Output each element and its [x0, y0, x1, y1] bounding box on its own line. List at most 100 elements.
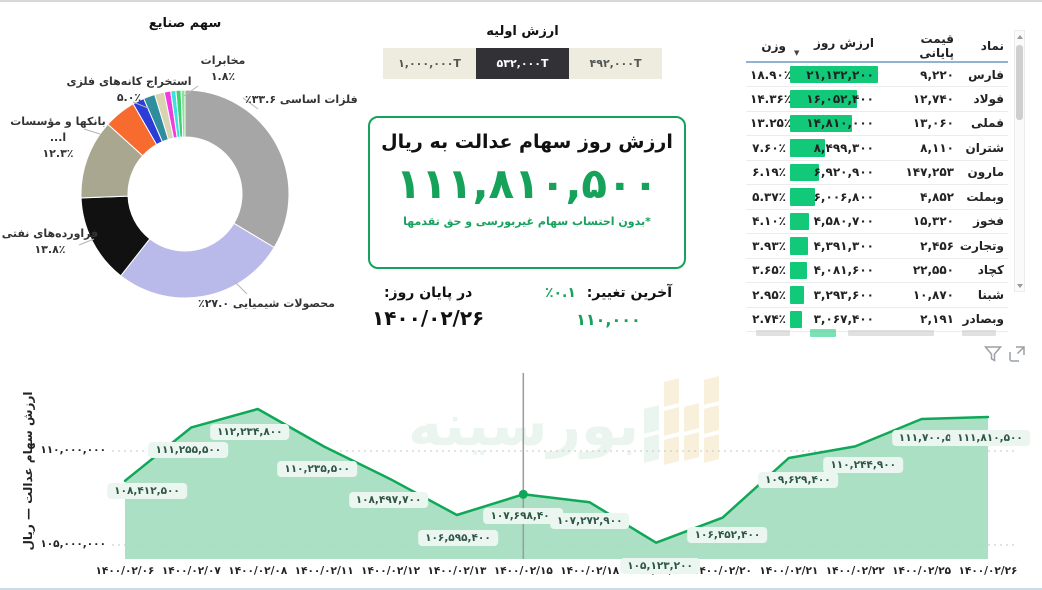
point-label-3: ۱۱۰,۲۳۵,۵۰۰	[277, 460, 357, 477]
point-label-2: ۱۱۲,۲۳۴,۸۰۰	[209, 423, 290, 440]
cell-day-value: ۶,۹۲۰,۹۰۰	[790, 160, 878, 185]
initial-value-option-532000[interactable]: ۵۳۲,۰۰۰T	[476, 48, 569, 79]
cell-weight: ۱۳.۲۵٪	[746, 111, 791, 136]
change-summary: آخرین تغییر: ٪۰.۱ ۱۱۰,۰۰۰ در پایان روز: …	[372, 285, 672, 330]
last-change-pct: ٪۰.۱	[544, 285, 576, 301]
end-of-day-date: ۱۴۰۰/۰۲/۲۶	[372, 306, 485, 330]
cell-symbol[interactable]: وبملت	[958, 184, 1008, 210]
day-value-bar	[790, 66, 878, 83]
table-row-8[interactable]: کچاد ۲۲,۵۵۰ ۴,۰۸۱,۶۰۰ ۳.۶۵٪	[746, 258, 1008, 283]
industry-donut-chart[interactable]	[0, 2, 380, 332]
table-scrollbar[interactable]	[1014, 30, 1025, 292]
point-label-6: ۱۰۷,۶۹۸,۴۰۰	[483, 508, 564, 525]
header-close[interactable]: قیمت پایانی	[919, 32, 954, 60]
stocks-table[interactable]: نماد قیمت پایانی ارزش روز ▼ وزن فارس ۹,۲۲…	[746, 26, 1008, 332]
cell-symbol[interactable]: فولاد	[958, 86, 1008, 112]
cell-symbol[interactable]: فملی	[958, 111, 1008, 136]
day-value-bar	[790, 139, 826, 157]
y-tick-label: ۱۱۰,۰۰۰,۰۰۰	[40, 444, 106, 456]
cell-symbol[interactable]: وبصادر	[958, 307, 1008, 332]
day-value-bar	[790, 310, 803, 328]
point-label-5: ۱۰۶,۵۹۵,۴۰۰	[418, 530, 498, 546]
day-value-title: ارزش روز سهام عدالت به ریال	[381, 131, 673, 153]
day-value-card: ارزش روز سهام عدالت به ریال ۱۱۱,۸۱۰,۵۰۰ …	[368, 116, 686, 269]
donut-slice-11[interactable]	[180, 89, 186, 138]
cell-day-value: ۴,۵۸۰,۷۰۰	[790, 209, 878, 234]
donut-title: سهم صنایع	[148, 16, 222, 31]
cell-weight: ۴.۱۰٪	[746, 209, 790, 234]
table-row-2[interactable]: فملی ۱۳,۰۶۰ ۱۴,۸۱۰,۰۰۰ ۱۳.۲۵٪	[746, 111, 1008, 136]
cell-weight: ۱۴.۳۶٪	[746, 86, 791, 112]
donut-slice-1[interactable]	[120, 222, 275, 299]
cell-symbol[interactable]: فخوز	[958, 209, 1008, 234]
cell-close: ۱۲,۷۴۰	[878, 86, 958, 112]
cell-close: ۸,۱۱۰	[878, 135, 958, 161]
cell-day-value: ۸,۴۹۹,۳۰۰	[790, 135, 878, 161]
table-row-1[interactable]: فولاد ۱۲,۷۴۰ ۱۶,۰۵۲,۴۰۰ ۱۴.۳۶٪	[746, 86, 1008, 112]
cell-close: ۲۲,۵۵۰	[878, 258, 958, 283]
cell-symbol[interactable]: کچاد	[958, 258, 1008, 283]
day-value-bar	[790, 188, 815, 206]
cell-close: ۹,۲۲۰	[878, 62, 958, 87]
cell-day-value: ۱۴,۸۱۰,۰۰۰	[790, 111, 878, 136]
point-label-10: ۱۰۹,۶۲۹,۴۰۰	[758, 471, 838, 488]
table-row-7[interactable]: وتجارت ۲,۴۵۶ ۴,۳۹۱,۳۰۰ ۳.۹۳٪	[746, 233, 1008, 259]
last-change-block: آخرین تغییر: ٪۰.۱ ۱۱۰,۰۰۰	[545, 285, 672, 330]
table-row-3[interactable]: شتران ۸,۱۱۰ ۸,۴۹۹,۳۰۰ ۷.۶۰٪	[746, 135, 1008, 161]
cell-day-value: ۶,۰۰۶,۸۰۰	[790, 184, 878, 210]
cell-weight: ۱۸.۹۰٪	[746, 62, 791, 87]
sort-desc-icon[interactable]: ▼	[794, 48, 800, 57]
point-label-9: ۱۰۶,۴۵۲,۴۰۰	[687, 526, 768, 543]
x-axis-label-2: ۱۴۰۰/۰۲/۰۸	[228, 565, 288, 577]
cell-weight: ۵.۳۷٪	[746, 184, 790, 210]
cell-close: ۴,۸۵۲	[878, 184, 958, 210]
scrollbar-thumb[interactable]	[1016, 45, 1023, 120]
day-value-bar	[790, 261, 807, 279]
x-axis-label-5: ۱۴۰۰/۰۲/۱۳	[427, 565, 487, 577]
cell-close: ۱۴۷,۲۵۳	[878, 160, 958, 185]
cell-close: ۱۵,۳۲۰	[878, 209, 958, 234]
header-weight[interactable]: وزن	[761, 39, 786, 53]
expand-icon[interactable]	[1007, 344, 1027, 364]
cell-symbol[interactable]: مارون	[958, 160, 1008, 185]
hover-point-marker[interactable]	[518, 489, 528, 499]
bottom-divider	[0, 588, 1042, 590]
donut-slice-0[interactable]	[184, 89, 290, 249]
cell-day-value: ۱۶,۰۵۲,۴۰۰	[790, 86, 878, 112]
day-value-bar	[790, 163, 820, 181]
table-row-0[interactable]: فارس ۹,۲۲۰ ۲۱,۱۳۲,۲۰۰ ۱۸.۹۰٪	[746, 62, 1008, 87]
cell-close: ۱۰,۸۷۰	[878, 282, 958, 308]
table-row-5[interactable]: وبملت ۴,۸۵۲ ۶,۰۰۶,۸۰۰ ۵.۳۷٪	[746, 184, 1008, 210]
table-row-clipped	[752, 328, 1004, 338]
table-row-4[interactable]: مارون ۱۴۷,۲۵۳ ۶,۹۲۰,۹۰۰ ۶.۱۹٪	[746, 160, 1008, 185]
cell-symbol[interactable]: شبنا	[958, 282, 1008, 308]
header-day-value[interactable]: ارزش روز ▼	[794, 35, 874, 57]
cell-weight: ۳.۶۵٪	[746, 258, 790, 283]
day-value-bar	[790, 212, 810, 230]
table-row-9[interactable]: شبنا ۱۰,۸۷۰ ۳,۲۹۳,۶۰۰ ۲.۹۵٪	[746, 282, 1008, 308]
cell-day-value: ۲۱,۱۳۲,۲۰۰	[790, 62, 878, 87]
day-value-amount: ۱۱۱,۸۱۰,۵۰۰	[395, 159, 659, 208]
donut-label-oil: فراورده‌های نفتی ۱۳.۸٪	[1, 227, 99, 256]
cell-symbol[interactable]: شتران	[958, 135, 1008, 161]
cell-day-value: ۴,۳۹۱,۳۰۰	[790, 233, 878, 259]
table-header-row: نماد قیمت پایانی ارزش روز ▼ وزن	[746, 26, 1008, 62]
cell-symbol[interactable]: وتجارت	[958, 233, 1008, 259]
cell-day-value: ۴,۰۸۱,۶۰۰	[790, 258, 878, 283]
x-axis-label-12: ۱۴۰۰/۰۲/۲۵	[892, 565, 952, 577]
scrollbar-up-arrow[interactable]	[1015, 31, 1024, 42]
x-axis-label-13: ۱۴۰۰/۰۲/۲۶	[958, 565, 1018, 577]
table-row-6[interactable]: فخوز ۱۵,۳۲۰ ۴,۵۸۰,۷۰۰ ۴.۱۰٪	[746, 209, 1008, 234]
header-symbol[interactable]: نماد	[980, 39, 1004, 53]
initial-value-option-1000000[interactable]: ۱,۰۰۰,۰۰۰T	[383, 48, 476, 79]
cell-symbol[interactable]: فارس	[958, 62, 1008, 87]
day-value-bar	[790, 286, 805, 304]
scrollbar-down-arrow[interactable]	[1015, 280, 1024, 291]
initial-value-option-492000[interactable]: ۴۹۲,۰۰۰T	[569, 48, 662, 79]
y-tick-label: ۱۰۵,۰۰۰,۰۰۰	[40, 538, 106, 550]
stocks-table-panel: نماد قیمت پایانی ارزش روز ▼ وزن فارس ۹,۲۲…	[746, 26, 1008, 342]
day-value-bar	[790, 237, 809, 255]
filter-icon[interactable]	[983, 344, 1003, 364]
